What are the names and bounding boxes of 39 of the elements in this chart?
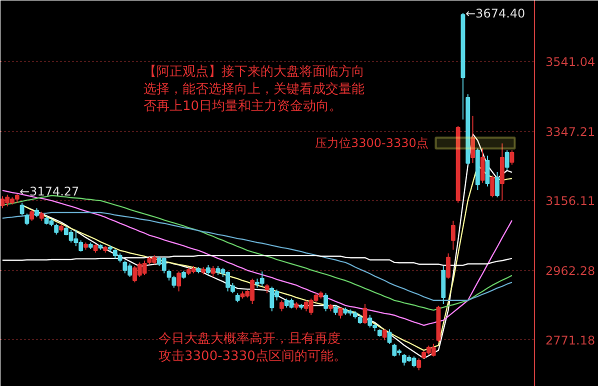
candlestick — [446, 252, 450, 280]
candlestick — [264, 284, 270, 294]
candlestick — [416, 358, 422, 371]
y-tick-label: 2962.28 — [546, 264, 596, 278]
candlestick — [210, 266, 216, 278]
candlestick — [54, 223, 59, 236]
annotation: ←3174.27 — [20, 184, 80, 198]
y-tick-label: 3156.11 — [546, 194, 596, 208]
candlestick — [24, 213, 30, 226]
candlestick — [39, 211, 44, 222]
y-tick-label: 2771.18 — [546, 333, 596, 348]
candlestick — [324, 292, 328, 312]
y-tick-label: 3347.21 — [546, 124, 596, 139]
candlestick — [206, 264, 210, 276]
line-series — [2, 212, 513, 301]
annotation: 【阿正观点】接下来的大盘将面临方向选择，能否选择向上，关键看成交量能否再上10日均量和主力资金动向。 — [144, 64, 364, 114]
candlestick — [480, 148, 485, 184]
candlestick — [235, 292, 240, 303]
candlestick — [30, 209, 34, 222]
candlestick — [176, 270, 182, 292]
candlestick — [358, 314, 362, 324]
candlestick — [34, 208, 39, 218]
candlestick — [450, 220, 456, 250]
candlestick — [504, 150, 510, 171]
annotation: 今日大盘大概率高开，且有再度攻击3300-3330点区间的可能。 — [158, 330, 346, 364]
candlestick — [387, 328, 392, 344]
candlestick — [490, 175, 495, 198]
annotation: ←3674.40 — [466, 6, 526, 20]
candlestick — [362, 304, 368, 324]
candlestick — [510, 150, 514, 166]
y-tick-label: 3541.04 — [546, 54, 596, 69]
candlestick — [485, 155, 490, 187]
candlestick — [470, 115, 475, 164]
candlestick — [382, 328, 387, 341]
candlestick — [495, 171, 500, 198]
candlestick — [279, 300, 284, 312]
candlestick — [20, 202, 24, 216]
band-label: 压力位3300-3330点 — [314, 136, 428, 150]
candlestick — [333, 304, 338, 316]
